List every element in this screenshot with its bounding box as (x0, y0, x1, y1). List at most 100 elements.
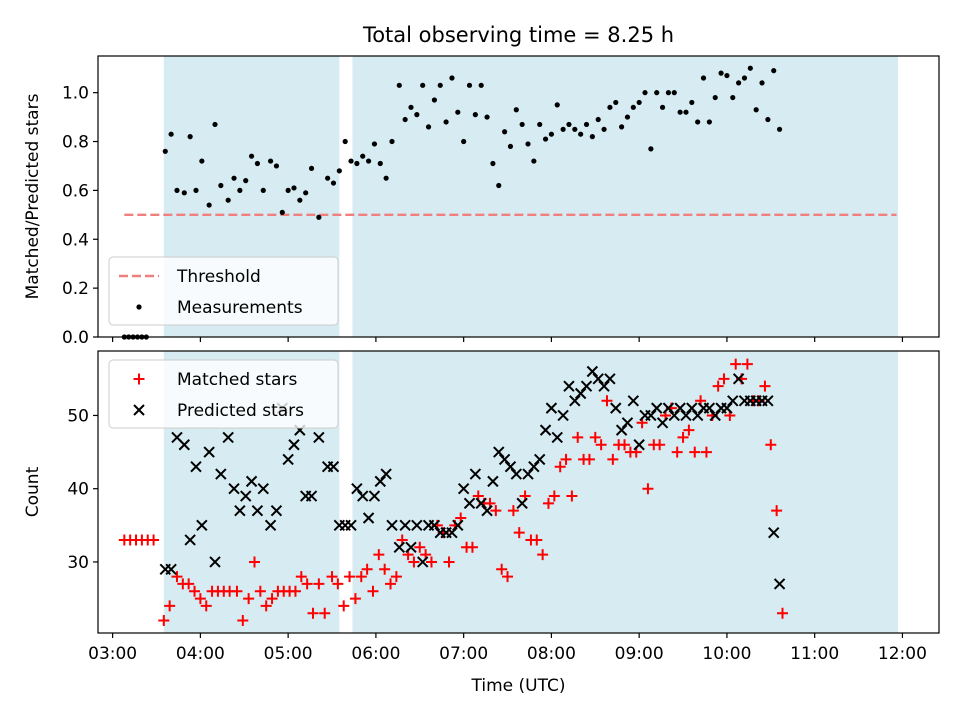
data-point-predicted (580, 380, 593, 392)
data-point-predicted (386, 519, 398, 532)
data-point-measurement (712, 94, 718, 101)
data-point-predicted (504, 461, 517, 473)
data-point-measurement (472, 112, 478, 118)
data-point-predicted (686, 402, 698, 414)
data-point-matched (765, 439, 777, 451)
data-point-matched (248, 556, 260, 568)
data-point-measurement (759, 80, 765, 86)
data-point-predicted (703, 402, 716, 414)
data-point-predicted (209, 556, 221, 568)
data-point-measurement (193, 187, 199, 193)
data-point-matched (408, 556, 420, 568)
data-point-matched (689, 446, 701, 458)
data-point-measurement (303, 190, 309, 196)
bottom-panel: 03:00 04:00 05:00 06:00 07:00 08:00 09:00 10:00… (23, 350, 940, 696)
data-point-matched (200, 600, 212, 612)
data-point-predicted (368, 490, 381, 502)
data-point-measurement (389, 138, 395, 145)
data-point-predicted (633, 439, 645, 451)
y-tick-label: 0.2 (62, 279, 89, 299)
data-point-measurement (285, 187, 291, 193)
data-point-predicted (721, 402, 733, 414)
data-point-matched (677, 431, 689, 443)
data-point-predicted (621, 417, 634, 429)
data-point-matched (183, 578, 195, 590)
data-point-matched (507, 505, 519, 517)
data-point-predicted (668, 409, 680, 422)
data-point-measurement (466, 82, 473, 88)
data-point-predicted (604, 373, 616, 385)
data-point-matched (307, 607, 319, 619)
data-point-matched (548, 490, 560, 502)
data-point-matched (367, 585, 379, 597)
x-tick-label: 07:00 (439, 644, 488, 664)
data-point-predicted (481, 504, 493, 517)
data-point-measurement (181, 190, 187, 196)
data-point-predicted (416, 556, 429, 568)
data-point-matched (542, 497, 554, 509)
y-tick-label: 1.0 (62, 84, 89, 104)
data-point-measurement (297, 197, 303, 203)
data-point-predicted (563, 380, 575, 392)
data-point-predicted (469, 468, 482, 480)
data-point-measurement (279, 209, 285, 215)
data-point-predicted (374, 475, 386, 488)
data-point-measurement (377, 160, 383, 167)
data-point-predicted (452, 519, 464, 532)
data-point-measurement (595, 116, 601, 123)
data-point-measurement (187, 134, 193, 140)
data-point-matched (313, 578, 325, 590)
data-point-measurement (654, 90, 660, 96)
data-point-predicted (674, 402, 686, 414)
data-point-predicted (196, 519, 208, 532)
figure-title: Total observing time = 8.25 h (362, 23, 674, 47)
data-point-measurement (572, 126, 578, 132)
data-point-predicted (691, 409, 704, 422)
data-point-matched (595, 439, 607, 451)
data-point-predicted (680, 409, 692, 422)
data-point-measurement (724, 72, 730, 79)
data-point-measurement (776, 126, 783, 132)
data-point-measurement (330, 180, 337, 186)
data-point-predicted (498, 453, 511, 466)
data-point-predicted (405, 541, 417, 554)
data-point-predicted (732, 373, 745, 385)
data-point-measurement (665, 90, 672, 96)
data-point-measurement (260, 187, 266, 193)
data-point-matched (266, 593, 278, 605)
data-point-measurement (383, 175, 389, 181)
data-point-predicted (222, 431, 234, 444)
data-point-matched (385, 578, 397, 590)
data-point-matched (496, 563, 508, 575)
data-point-matched (237, 615, 249, 627)
legend-label: Measurements (177, 298, 303, 318)
data-point-measurement (677, 109, 683, 115)
data-point-matched (490, 505, 502, 517)
data-point-matched (537, 549, 549, 561)
data-point-measurement (267, 158, 274, 164)
data-point-predicted (651, 402, 663, 414)
data-point-matched (607, 453, 619, 465)
data-point-matched (231, 585, 243, 597)
data-point-measurement (642, 90, 648, 96)
data-point-predicted (428, 519, 441, 532)
data-point-predicted (240, 490, 252, 502)
data-point-measurement (630, 104, 636, 110)
data-point-matched (189, 585, 201, 597)
data-point-matched (589, 431, 601, 443)
data-point-predicted (245, 475, 258, 488)
y-tick-label: 30 (67, 553, 89, 573)
data-point-measurement (168, 131, 174, 137)
data-point-matched (332, 578, 344, 590)
data-point-measurement (659, 104, 666, 110)
data-point-predicted (351, 482, 363, 495)
data-point-measurement (348, 158, 354, 164)
data-point-measurement (396, 82, 402, 88)
data-point-measurement (254, 160, 261, 167)
data-point-measurement (589, 134, 595, 140)
data-point-measurement (695, 119, 701, 125)
data-point-measurement (648, 146, 654, 152)
data-point-matched (730, 358, 742, 370)
data-point-measurement (490, 160, 496, 167)
data-point-measurement (408, 104, 414, 110)
